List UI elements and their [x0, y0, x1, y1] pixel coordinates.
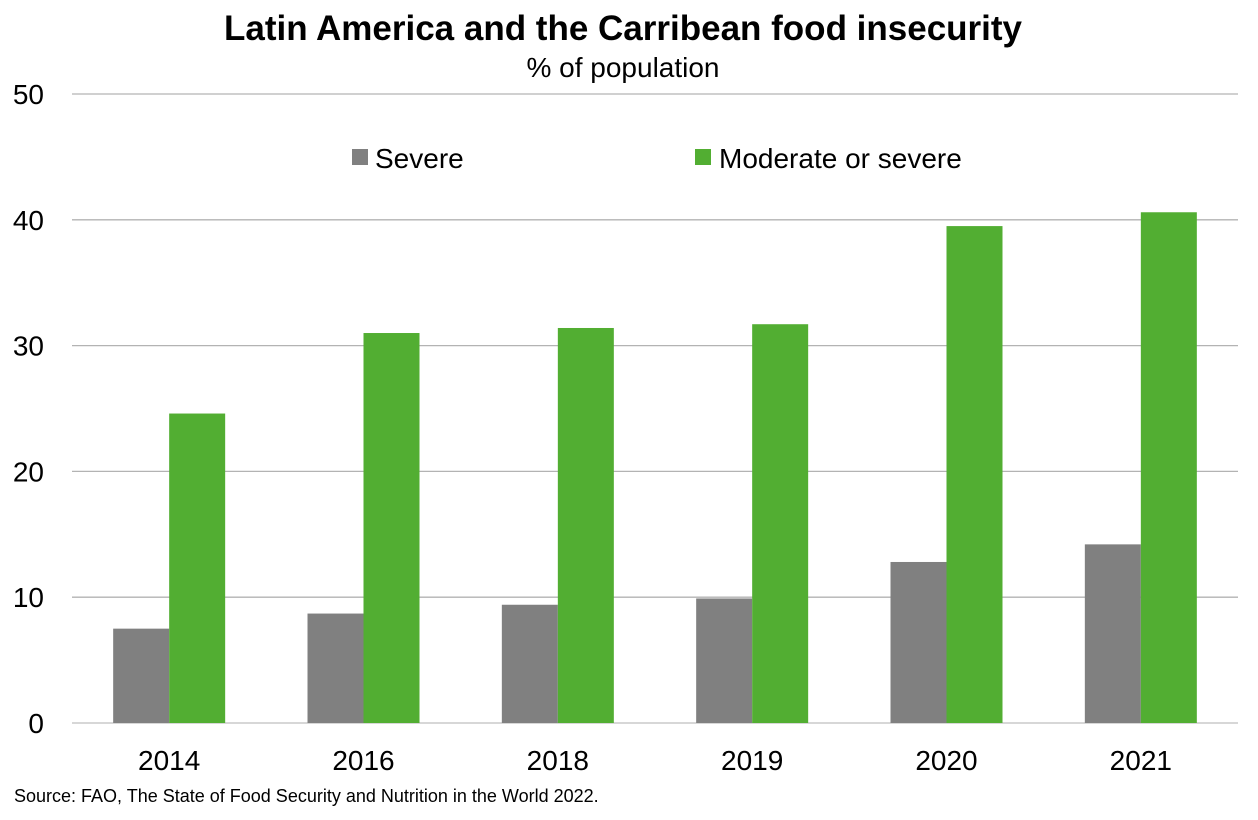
- bar-severe-2019: [696, 598, 753, 723]
- chart-title: Latin America and the Carribean food ins…: [224, 9, 1023, 48]
- legend-label-severe: Severe: [375, 143, 464, 174]
- y-axis: 0 10 20 30 40 50: [13, 79, 44, 739]
- bar-severe-2020: [890, 561, 947, 723]
- bars: [113, 212, 1197, 723]
- x-tick-label: 2016: [332, 745, 394, 776]
- y-tick-label: 30: [13, 331, 44, 362]
- bar-moderate-or-severe-2014: [169, 413, 226, 723]
- chart-subtitle: % of population: [526, 52, 719, 83]
- bar-severe-2021: [1084, 544, 1141, 723]
- bar-severe-2016: [307, 613, 364, 723]
- y-tick-label: 20: [13, 456, 44, 487]
- x-tick-label: 2020: [915, 745, 977, 776]
- x-tick-label: 2014: [138, 745, 200, 776]
- y-tick-label: 0: [28, 708, 44, 739]
- y-tick-label: 50: [13, 79, 44, 110]
- legend-label-moderate-or-severe: Moderate or severe: [719, 143, 962, 174]
- source-note: Source: FAO, The State of Food Security …: [14, 786, 599, 806]
- bar-severe-2018: [501, 604, 558, 723]
- bar-severe-2014: [113, 628, 170, 723]
- bar-moderate-or-severe-2021: [1140, 212, 1197, 723]
- gridlines: [72, 93, 1238, 724]
- bar-moderate-or-severe-2019: [752, 324, 809, 723]
- bar-moderate-or-severe-2018: [557, 327, 614, 723]
- x-tick-label: 2019: [721, 745, 783, 776]
- legend-swatch-moderate-or-severe: [695, 149, 711, 165]
- x-axis: 2014 2016 2018 2019 2020 2021: [138, 745, 1172, 776]
- y-tick-label: 40: [13, 205, 44, 236]
- legend-swatch-severe: [352, 149, 368, 165]
- bar-moderate-or-severe-2020: [946, 226, 1003, 723]
- x-tick-label: 2018: [527, 745, 589, 776]
- legend: Severe Moderate or severe: [352, 143, 962, 174]
- y-tick-label: 10: [13, 582, 44, 613]
- x-tick-label: 2021: [1110, 745, 1172, 776]
- bar-moderate-or-severe-2016: [363, 333, 420, 723]
